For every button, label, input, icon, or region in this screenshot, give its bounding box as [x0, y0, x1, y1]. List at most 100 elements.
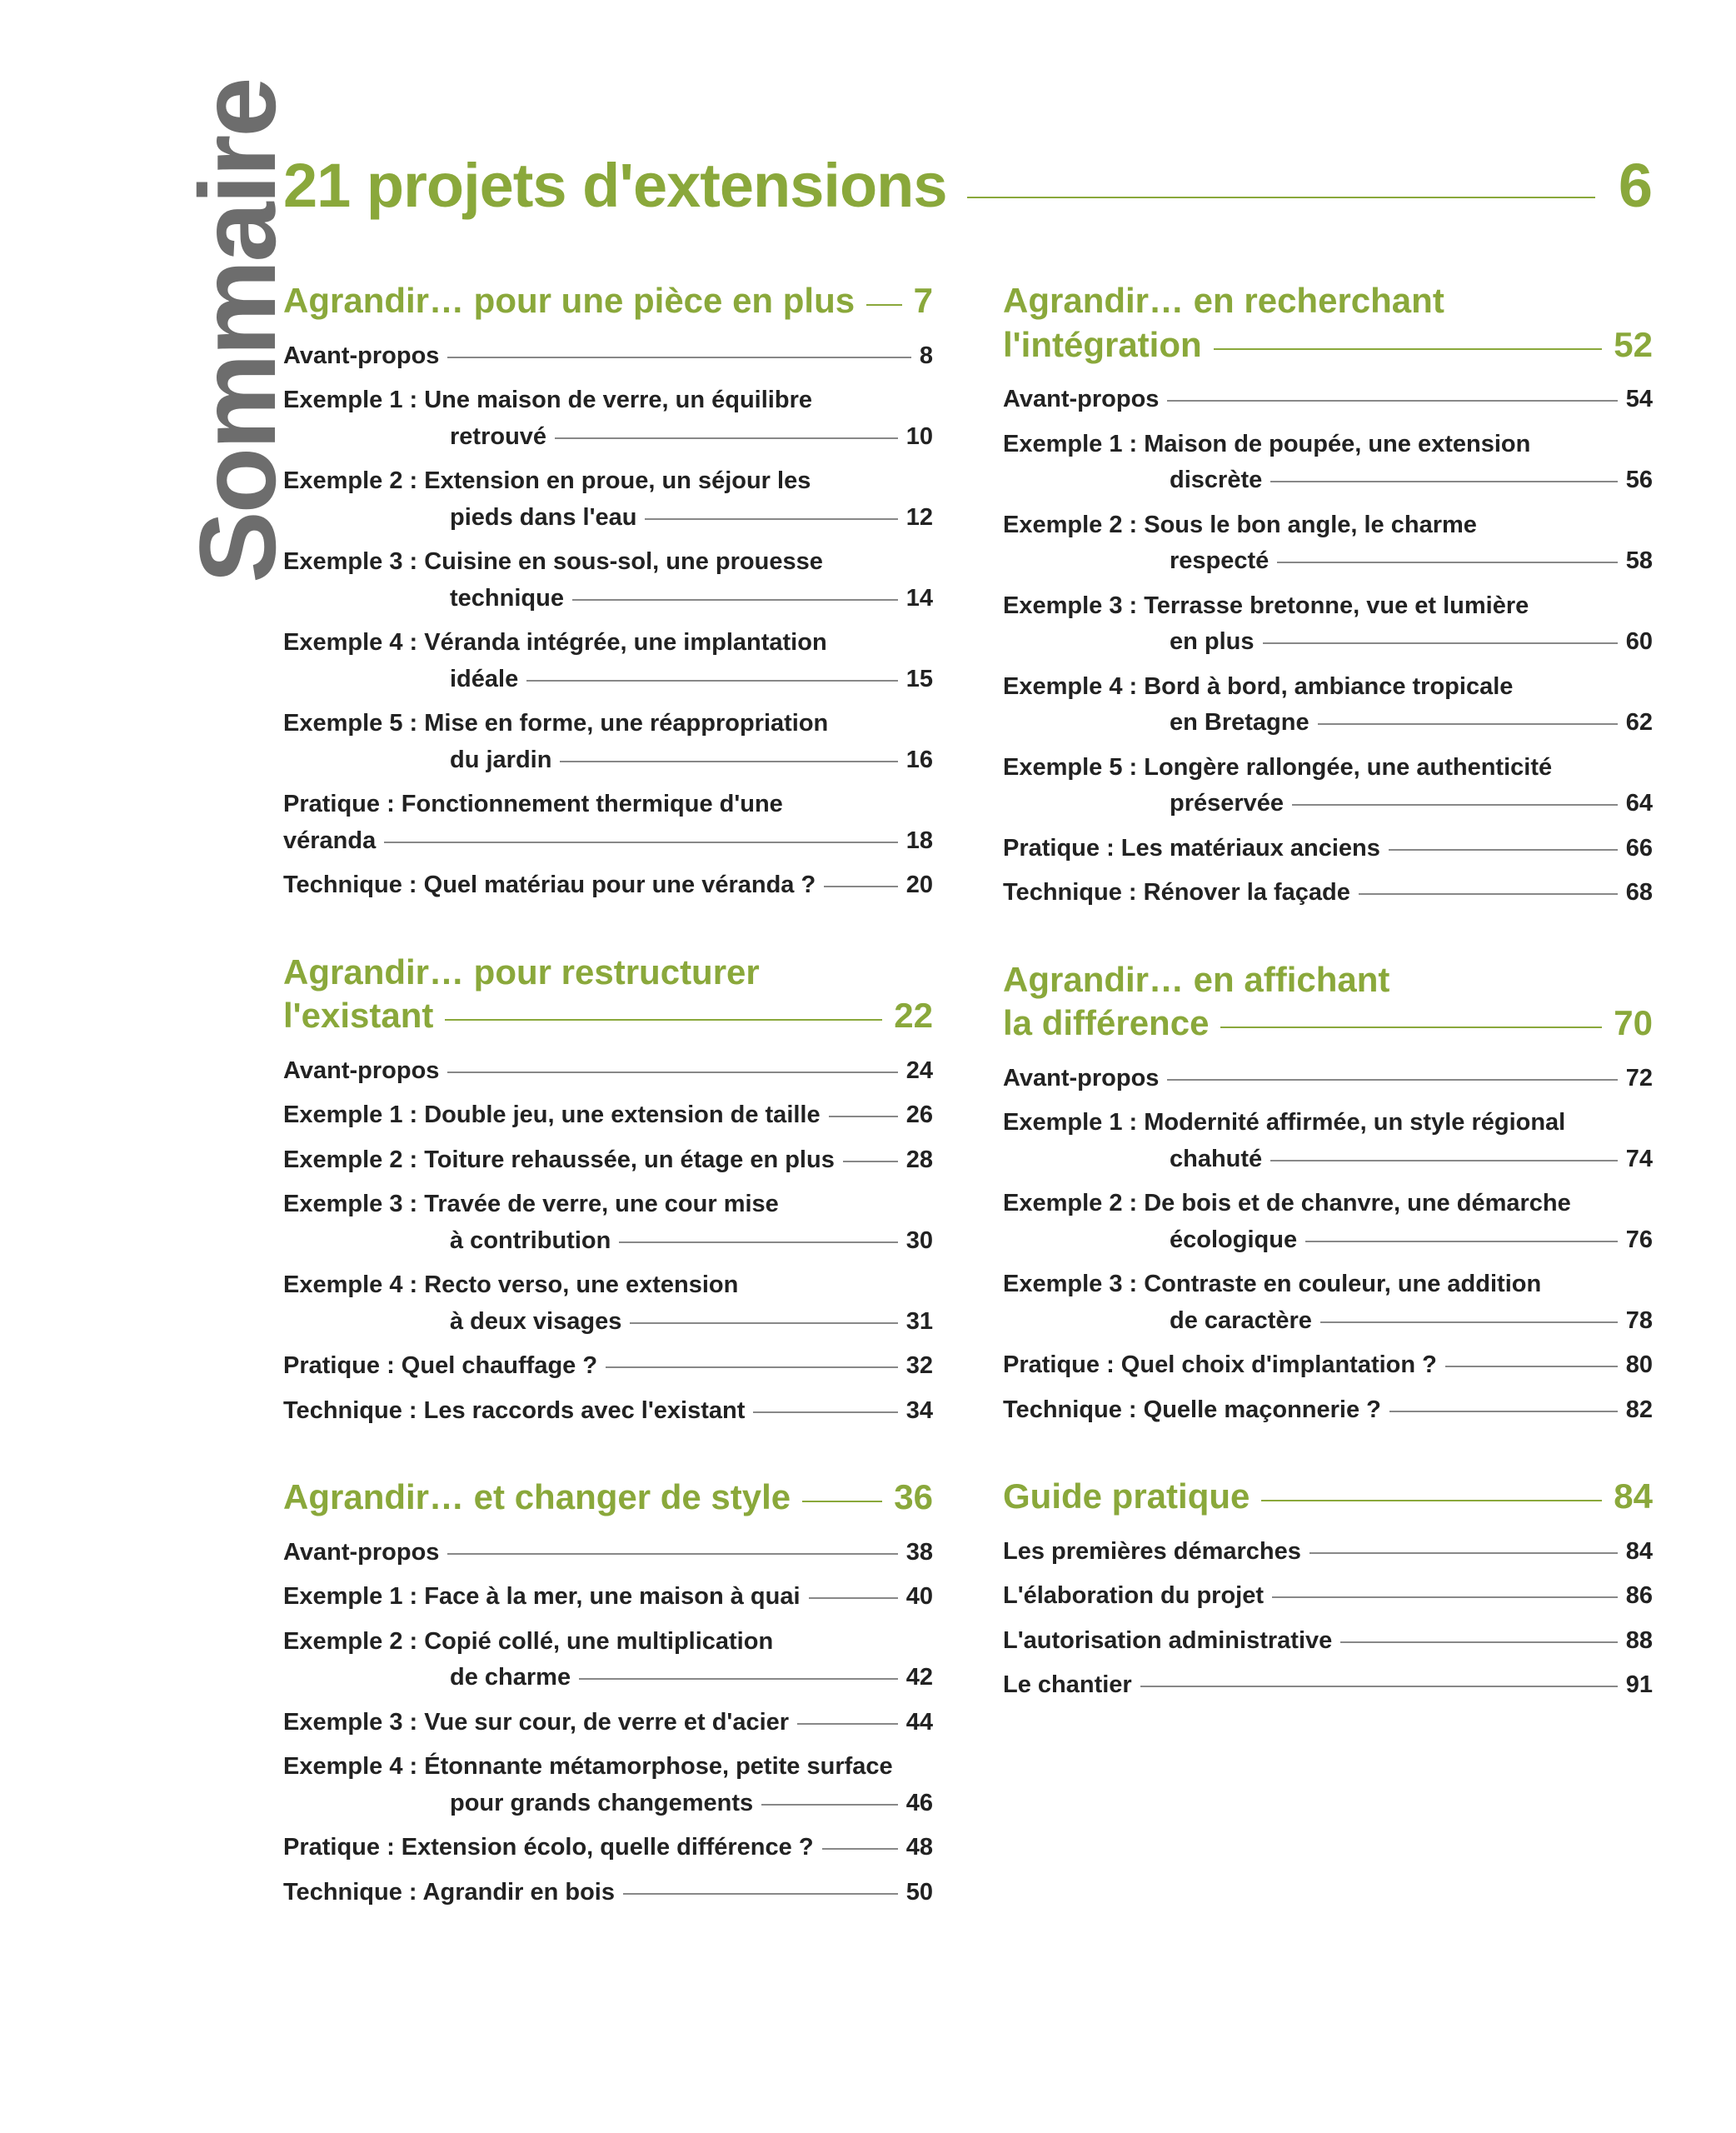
main-title-row: 21 projets d'extensions 6 — [283, 150, 1653, 221]
toc-entry-line: Exemple 5 : Mise en forme, une réappropr… — [283, 706, 933, 742]
leader-line — [1167, 400, 1617, 402]
leader-line — [1272, 1596, 1618, 1598]
toc-entry-text: Exemple 2 : Toiture rehaussée, un étage … — [283, 1142, 835, 1179]
toc-entry-text: Exemple 4 : Véranda intégrée, une implan… — [283, 625, 827, 662]
toc-entry: Le chantier91 — [1003, 1667, 1653, 1704]
toc-entry-line: Exemple 4 : Véranda intégrée, une implan… — [283, 625, 933, 662]
toc-entry-page: 24 — [906, 1053, 933, 1090]
section-title-row: l'intégration 52 — [1003, 323, 1653, 367]
toc-section: Agrandir… en affichantla différence70Ava… — [1003, 958, 1653, 1429]
leader-line — [802, 1501, 882, 1502]
leader-line — [579, 1678, 898, 1680]
toc-entry-line: pieds dans l'eau12 — [283, 500, 933, 537]
toc-entry-text: Exemple 1 : Une maison de verre, un équi… — [283, 382, 812, 419]
toc-entry-text: chahuté — [1003, 1141, 1262, 1178]
toc-entry-text: à contribution — [283, 1223, 611, 1260]
toc-entry-page: 12 — [906, 500, 933, 537]
toc-entry-line: Exemple 1 : Double jeu, une extension de… — [283, 1097, 933, 1134]
toc-entry-text: Technique : Quel matériau pour une véran… — [283, 867, 816, 904]
toc-entry-page: 10 — [906, 419, 933, 456]
toc-entry-page: 26 — [906, 1097, 933, 1134]
leader-line — [809, 1597, 898, 1599]
toc-entry: Avant-propos8 — [283, 338, 933, 375]
toc-entry-text: Exemple 4 : Bord à bord, ambiance tropic… — [1003, 669, 1513, 706]
toc-entry: Exemple 3 : Contraste en couleur, une ad… — [1003, 1266, 1653, 1339]
leader-line — [1214, 348, 1603, 350]
toc-entry: Exemple 5 : Longère rallongée, une authe… — [1003, 750, 1653, 822]
toc-entry-text: de charme — [283, 1660, 571, 1696]
toc-entry-line: Exemple 1 : Modernité affirmée, un style… — [1003, 1105, 1653, 1141]
toc-entry-text: Exemple 5 : Mise en forme, une réappropr… — [283, 706, 828, 742]
toc-entry-line: Avant-propos8 — [283, 338, 933, 375]
leader-line — [526, 680, 898, 682]
section-title: la différence — [1003, 1002, 1209, 1046]
toc-entry-line: Technique : Agrandir en bois50 — [283, 1875, 933, 1911]
toc-entry-page: 74 — [1626, 1141, 1653, 1178]
leader-line — [1340, 1641, 1617, 1643]
section-title-row: Agrandir… pour restructurer — [283, 951, 933, 995]
leader-line — [1292, 804, 1618, 806]
leader-line — [866, 304, 902, 306]
leader-line — [1270, 1160, 1618, 1161]
toc-entry-line: Avant-propos24 — [283, 1053, 933, 1090]
toc-entry-line: Technique : Rénover la façade68 — [1003, 875, 1653, 912]
toc-entry-page: 78 — [1626, 1303, 1653, 1340]
toc-entry: Exemple 5 : Mise en forme, une réappropr… — [283, 706, 933, 778]
toc-entry-text: L'autorisation administrative — [1003, 1623, 1332, 1660]
toc-entry-line: discrète56 — [1003, 462, 1653, 499]
toc-entry-text: Avant-propos — [283, 1535, 439, 1571]
section-page: 52 — [1614, 323, 1653, 367]
toc-entry-line: pour grands changements46 — [283, 1786, 933, 1822]
toc-entry-line: du jardin16 — [283, 742, 933, 779]
section-title: l'intégration — [1003, 323, 1202, 367]
toc-entry-page: 84 — [1626, 1534, 1653, 1571]
toc-column: Agrandir… en recherchantl'intégration52A… — [1003, 279, 1653, 1957]
toc-entry-page: 60 — [1626, 624, 1653, 661]
toc-entry-line: Pratique : Quel chauffage ?32 — [283, 1348, 933, 1385]
leader-line — [1359, 893, 1618, 895]
toc-entry: Exemple 3 : Terrasse bretonne, vue et lu… — [1003, 588, 1653, 661]
toc-entry-line: Les premières démarches84 — [1003, 1534, 1653, 1571]
toc-entry-page: 40 — [906, 1579, 933, 1616]
toc-entry-text: Exemple 2 : Sous le bon angle, le charme — [1003, 507, 1477, 544]
leader-line — [967, 197, 1595, 198]
toc-entry-page: 28 — [906, 1142, 933, 1179]
leader-line — [1277, 562, 1617, 563]
toc-entry-line: Pratique : Quel choix d'implantation ?80 — [1003, 1347, 1653, 1384]
toc-entry: Exemple 3 : Cuisine en sous-sol, une pro… — [283, 544, 933, 617]
leader-line — [445, 1019, 882, 1021]
toc-entry-text: Exemple 4 : Recto verso, une extension — [283, 1267, 738, 1304]
toc-entry-text: pour grands changements — [283, 1786, 753, 1822]
leader-line — [797, 1723, 898, 1725]
toc-entry-text: Technique : Les raccords avec l'existant — [283, 1393, 745, 1430]
toc-entry: Exemple 2 : Toiture rehaussée, un étage … — [283, 1142, 933, 1179]
toc-entry-page: 16 — [906, 742, 933, 779]
toc-entry: Exemple 2 : Copié collé, une multiplicat… — [283, 1624, 933, 1696]
toc-entry-line: L'autorisation administrative88 — [1003, 1623, 1653, 1660]
toc-entry-line: Exemple 2 : Toiture rehaussée, un étage … — [283, 1142, 933, 1179]
leader-line — [630, 1322, 897, 1324]
toc-entry: Exemple 1 : Face à la mer, une maison à … — [283, 1579, 933, 1616]
leader-line — [447, 357, 910, 358]
leader-line — [619, 1241, 897, 1243]
section-title-row: l'existant22 — [283, 994, 933, 1038]
toc-entry: Technique : Agrandir en bois50 — [283, 1875, 933, 1911]
leader-line — [606, 1366, 898, 1368]
toc-entry-page: 62 — [1626, 705, 1653, 742]
toc-entry: Exemple 1 : Une maison de verre, un équi… — [283, 382, 933, 455]
leader-line — [843, 1161, 898, 1162]
toc-entry-line: à deux visages31 — [283, 1304, 933, 1341]
toc-entry-text: Exemple 2 : De bois et de chanvre, une d… — [1003, 1186, 1571, 1222]
toc-entry-page: 31 — [906, 1304, 933, 1341]
toc-entry-page: 58 — [1626, 543, 1653, 580]
toc-entry: Les premières démarches84 — [1003, 1534, 1653, 1571]
toc-entry: Exemple 1 : Modernité affirmée, un style… — [1003, 1105, 1653, 1177]
toc-entry-page: 82 — [1626, 1392, 1653, 1429]
toc-entry-text: en Bretagne — [1003, 705, 1309, 742]
leader-line — [1220, 1027, 1602, 1028]
toc-entry-page: 15 — [906, 662, 933, 698]
toc-entry-text: Exemple 1 : Face à la mer, une maison à … — [283, 1579, 801, 1616]
toc-entry-line: technique14 — [283, 581, 933, 617]
toc-entry: Exemple 1 : Maison de poupée, une extens… — [1003, 427, 1653, 499]
section-title: Agrandir… en affichant — [1003, 958, 1389, 1002]
